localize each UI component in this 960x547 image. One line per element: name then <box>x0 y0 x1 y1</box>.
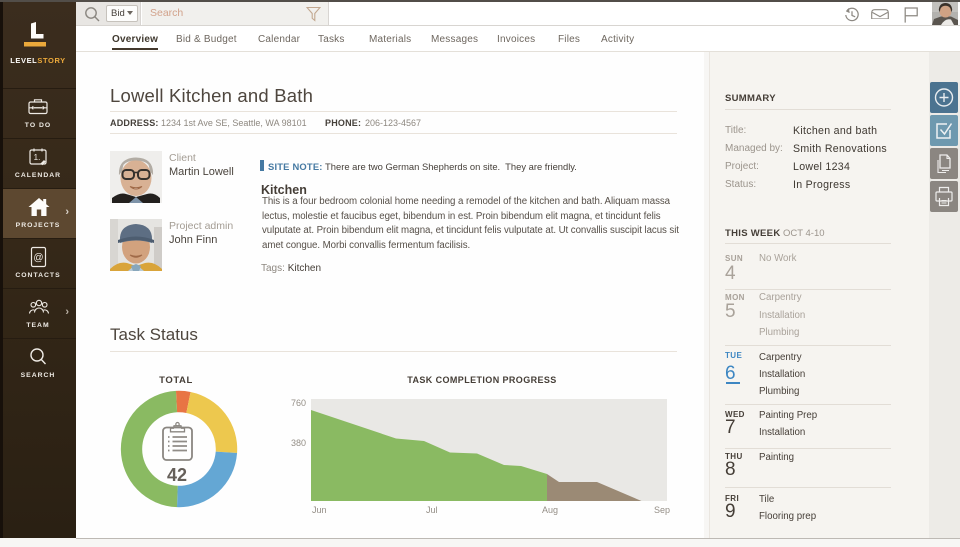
svg-text:1.: 1. <box>34 153 41 162</box>
svg-text:@: @ <box>33 252 43 263</box>
